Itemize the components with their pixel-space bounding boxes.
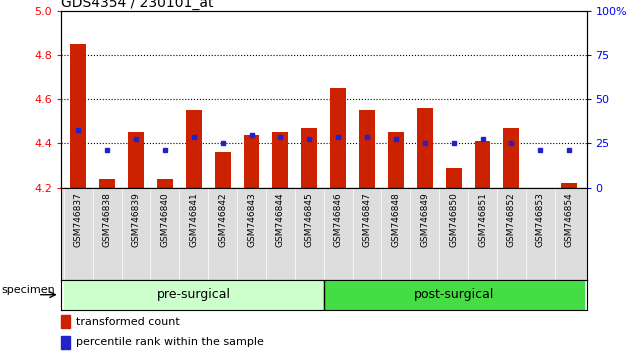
Text: GSM746854: GSM746854 — [565, 192, 574, 247]
Bar — [445, 168, 462, 188]
Bar — [61, 336, 71, 348]
Bar — [330, 88, 346, 188]
Bar — [128, 132, 144, 188]
Text: GSM746844: GSM746844 — [276, 192, 285, 247]
Bar — [64, 280, 324, 310]
Text: GSM746839: GSM746839 — [131, 192, 140, 247]
Text: GSM746840: GSM746840 — [160, 192, 169, 247]
Bar — [71, 44, 86, 188]
Text: GSM746850: GSM746850 — [449, 192, 458, 247]
Bar — [503, 128, 519, 188]
Text: GSM746849: GSM746849 — [420, 192, 429, 247]
Bar — [215, 152, 231, 188]
Text: GSM746842: GSM746842 — [218, 192, 227, 247]
Bar — [301, 128, 317, 188]
Bar — [562, 183, 577, 188]
Bar — [157, 179, 173, 188]
Bar — [186, 110, 202, 188]
Text: percentile rank within the sample: percentile rank within the sample — [76, 337, 263, 347]
Text: GSM746847: GSM746847 — [363, 192, 372, 247]
Text: GSM746841: GSM746841 — [189, 192, 198, 247]
Bar — [99, 179, 115, 188]
Bar — [324, 280, 583, 310]
Text: GSM746837: GSM746837 — [74, 192, 83, 247]
Text: transformed count: transformed count — [76, 316, 179, 327]
Bar — [359, 110, 375, 188]
Text: GSM746852: GSM746852 — [507, 192, 516, 247]
Text: GSM746853: GSM746853 — [536, 192, 545, 247]
Text: post-surgical: post-surgical — [413, 288, 494, 301]
Text: GSM746838: GSM746838 — [103, 192, 112, 247]
Text: GSM746846: GSM746846 — [334, 192, 343, 247]
Text: GSM746851: GSM746851 — [478, 192, 487, 247]
Text: GSM746845: GSM746845 — [304, 192, 313, 247]
Bar — [61, 315, 71, 328]
Text: pre-surgical: pre-surgical — [157, 288, 231, 301]
Text: GDS4354 / 230101_at: GDS4354 / 230101_at — [61, 0, 213, 10]
Bar — [417, 108, 433, 188]
Text: specimen: specimen — [1, 285, 55, 295]
Text: GSM746843: GSM746843 — [247, 192, 256, 247]
Bar — [388, 132, 404, 188]
Bar — [244, 135, 260, 188]
Bar — [272, 132, 288, 188]
Text: GSM746848: GSM746848 — [392, 192, 401, 247]
Bar — [474, 141, 490, 188]
